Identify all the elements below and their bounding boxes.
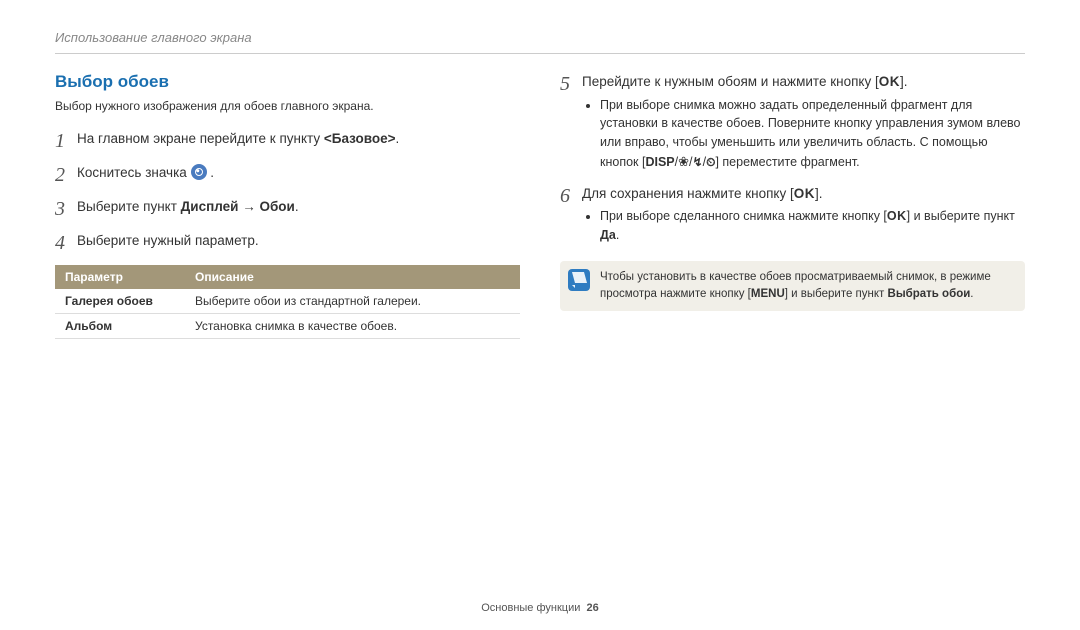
section-subtitle: Выбор нужного изображения для обоев глав… [55, 98, 520, 115]
sub-bullet: При выборе снимка можно задать определен… [600, 96, 1025, 172]
note-text: Чтобы установить в качестве обоев просма… [600, 269, 1013, 304]
footer-page-number: 26 [587, 602, 599, 614]
left-column: Выбор обоев Выбор нужного изображения дл… [55, 72, 520, 339]
right-steps: 5Перейдите к нужным обоям и нажмите кноп… [560, 72, 1025, 247]
step: 1На главном экране перейдите к пункту <Б… [55, 129, 520, 153]
table-row: АльбомУстановка снимка в качестве обоев. [55, 313, 520, 338]
step-number: 5 [560, 72, 582, 96]
note-icon [568, 269, 590, 291]
table-cell-desc: Установка снимка в качестве обоев. [185, 313, 520, 338]
section-title: Выбор обоев [55, 72, 520, 92]
table-cell-param: Альбом [55, 313, 185, 338]
breadcrumb: Использование главного экрана [55, 30, 1025, 45]
step-number: 2 [55, 163, 77, 187]
table-header-desc: Описание [185, 265, 520, 289]
step-text: Выберите пункт Дисплей → Обои. [77, 197, 520, 217]
right-column: 5Перейдите к нужным обоям и нажмите кноп… [560, 72, 1025, 339]
step-text: Перейдите к нужным обоям и нажмите кнопк… [582, 72, 1025, 174]
note-box: Чтобы установить в качестве обоев просма… [560, 261, 1025, 312]
table-cell-param: Галерея обоев [55, 289, 185, 314]
step-text: На главном экране перейдите к пункту <Ба… [77, 129, 520, 149]
step-text: Для сохранения нажмите кнопку [OK].При в… [582, 184, 1025, 247]
step: 5Перейдите к нужным обоям и нажмите кноп… [560, 72, 1025, 174]
options-table: Параметр Описание Галерея обоевВыберите … [55, 265, 520, 339]
settings-circle-icon [191, 164, 207, 180]
step: 6Для сохранения нажмите кнопку [OK].При … [560, 184, 1025, 247]
page-footer: Основные функции 26 [0, 602, 1080, 614]
divider [55, 53, 1025, 54]
step: 4Выберите нужный параметр. [55, 231, 520, 255]
step-number: 3 [55, 197, 77, 221]
step-number: 6 [560, 184, 582, 208]
step-text: Коснитесь значка . [77, 163, 520, 183]
step: 2Коснитесь значка . [55, 163, 520, 187]
footer-section: Основные функции [481, 602, 580, 614]
sub-bullet: При выборе сделанного снимка нажмите кно… [600, 207, 1025, 245]
step-number: 4 [55, 231, 77, 255]
left-steps: 1На главном экране перейдите к пункту <Б… [55, 129, 520, 255]
step: 3Выберите пункт Дисплей → Обои. [55, 197, 520, 221]
table-cell-desc: Выберите обои из стандартной галереи. [185, 289, 520, 314]
step-text: Выберите нужный параметр. [77, 231, 520, 251]
sub-bullets: При выборе снимка можно задать определен… [582, 96, 1025, 172]
step-number: 1 [55, 129, 77, 153]
table-row: Галерея обоевВыберите обои из стандартно… [55, 289, 520, 314]
table-header-param: Параметр [55, 265, 185, 289]
sub-bullets: При выборе сделанного снимка нажмите кно… [582, 207, 1025, 245]
